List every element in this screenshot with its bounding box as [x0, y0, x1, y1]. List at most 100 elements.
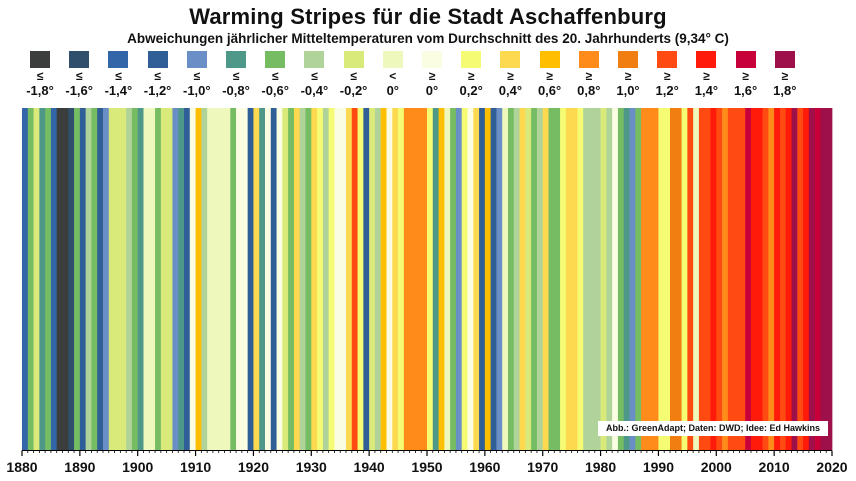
year-stripe — [50, 108, 58, 450]
year-stripe — [508, 108, 515, 450]
x-tick-label: 1880 — [6, 459, 37, 475]
year-stripe — [374, 108, 382, 450]
year-stripe — [577, 108, 584, 450]
x-tick-label: 1900 — [122, 459, 153, 475]
year-stripe — [265, 108, 272, 450]
legend-value: 1,8° — [773, 83, 797, 98]
legend-symbol: ≤ — [311, 69, 318, 83]
legend-value: 0,2° — [459, 83, 483, 98]
year-stripe — [641, 108, 648, 450]
chart-title: Warming Stripes für die Stadt Aschaffenb… — [189, 4, 667, 29]
year-stripe — [351, 108, 358, 450]
x-tick-label: 1970 — [527, 459, 558, 475]
legend-item: ≤ -0,4° — [294, 51, 334, 98]
year-stripe — [218, 108, 225, 450]
x-tick-label: 1940 — [354, 459, 385, 475]
year-stripe — [149, 108, 156, 450]
year-stripe — [299, 108, 306, 450]
year-stripe — [33, 108, 40, 450]
legend-item: ≥1,0° — [608, 51, 648, 98]
year-stripe — [85, 108, 92, 450]
legend-swatch — [108, 51, 129, 68]
legend-item: ≥1,8° — [765, 51, 805, 98]
year-stripe — [143, 108, 150, 450]
legend-value: 1,6° — [733, 83, 758, 98]
legend-item: ≥1,2° — [647, 51, 687, 98]
year-stripe — [733, 108, 740, 450]
year-stripe — [814, 108, 821, 450]
year-stripe — [808, 108, 815, 450]
legend-symbol: ≤ — [154, 69, 161, 83]
year-stripe — [589, 108, 596, 450]
year-stripe — [675, 108, 682, 450]
year-stripe — [120, 108, 127, 450]
year-stripe — [745, 108, 752, 450]
year-stripe — [357, 108, 364, 450]
year-stripe — [56, 108, 63, 450]
legend-value: 0° — [425, 83, 439, 98]
year-stripe — [751, 108, 758, 450]
legend-value: 0,8° — [577, 83, 601, 98]
year-stripe — [646, 108, 653, 450]
x-tick-label: 1930 — [296, 459, 327, 475]
year-stripe — [103, 108, 110, 450]
year-stripe — [722, 108, 729, 450]
year-stripe — [519, 108, 526, 450]
year-stripe — [565, 108, 572, 450]
legend-value: 0° — [386, 83, 400, 98]
year-stripe — [392, 108, 399, 450]
year-stripe — [131, 108, 139, 450]
year-stripe — [189, 108, 196, 450]
year-stripe — [369, 108, 376, 450]
year-stripe — [363, 108, 370, 450]
year-stripe — [525, 108, 532, 450]
legend-symbol: ≥ — [624, 69, 632, 83]
year-stripe — [184, 108, 191, 450]
year-stripe — [276, 108, 283, 450]
x-tick-label: 1920 — [238, 459, 269, 475]
year-stripe — [704, 108, 711, 450]
year-stripe — [490, 108, 497, 450]
year-stripe — [224, 108, 231, 450]
year-stripe — [479, 108, 486, 450]
legend-value: -1,2° — [143, 83, 172, 98]
year-stripe — [461, 108, 468, 450]
year-stripe — [716, 108, 723, 450]
x-tick-label: 2000 — [701, 459, 732, 475]
year-stripe — [160, 108, 167, 450]
year-stripe — [484, 108, 491, 450]
legend-swatch — [343, 51, 364, 68]
year-stripe — [415, 108, 422, 450]
year-stripe — [259, 108, 266, 450]
legend-item: ≤ -0,2° — [334, 51, 374, 98]
color-legend: ≤ -1,8° ≤ -1,6° ≤ -1,4° ≤ -1,2° ≤ -1,0° ≤ -0,8° ≤ -0,… — [20, 51, 836, 103]
year-stripe — [444, 108, 451, 450]
legend-item: ≤ -0,8° — [216, 51, 256, 98]
legend-value: -1,4° — [104, 83, 133, 98]
year-stripe — [155, 108, 162, 450]
year-stripe — [687, 108, 694, 450]
year-stripe — [513, 108, 520, 450]
year-stripe — [617, 108, 625, 450]
legend-value: 0,6° — [537, 83, 562, 98]
year-stripe — [68, 108, 75, 450]
legend-value: -0,4° — [300, 83, 329, 98]
year-stripe — [548, 108, 555, 450]
year-stripe — [635, 108, 642, 450]
legend-item: ≥1,6° — [726, 51, 766, 98]
year-stripe — [311, 108, 318, 450]
legend-item: <0° — [373, 51, 413, 98]
x-tick-label: 1990 — [643, 459, 674, 475]
x-tick-label: 1910 — [180, 459, 211, 475]
x-tick-label: 1960 — [469, 459, 500, 475]
x-tick-label: 2020 — [816, 459, 847, 475]
year-stripe — [126, 108, 133, 450]
legend-swatch — [735, 51, 756, 68]
year-stripe — [652, 108, 659, 450]
year-stripe — [762, 108, 769, 450]
year-stripe — [45, 108, 52, 450]
year-stripe — [502, 108, 509, 450]
legend-swatch — [578, 51, 599, 68]
year-stripe — [212, 108, 220, 450]
